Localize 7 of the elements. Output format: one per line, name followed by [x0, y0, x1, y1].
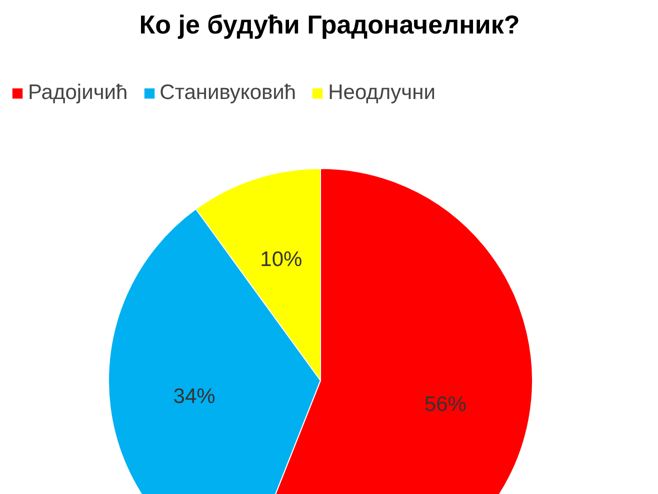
- legend-label: Радојичић: [28, 81, 128, 105]
- chart-title: Ко је будући Градоначелник?: [139, 10, 520, 40]
- legend-label: Станивуковић: [160, 81, 296, 105]
- data-label: 56%: [424, 392, 466, 416]
- legend-label: Неодлучни: [328, 81, 436, 105]
- data-label: 34%: [173, 384, 216, 408]
- data-label: 10%: [260, 248, 302, 272]
